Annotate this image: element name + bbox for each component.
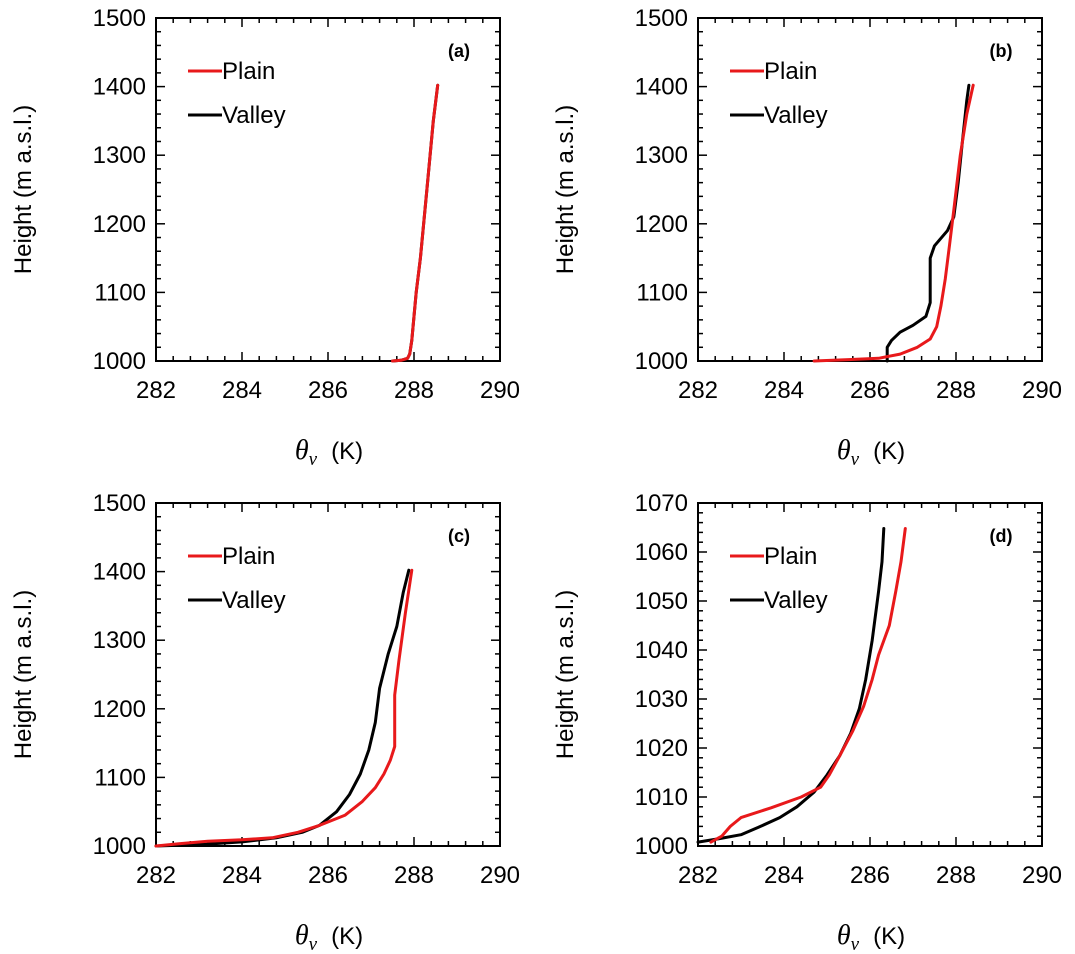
x-tick-label: 284 (222, 377, 262, 404)
y-tick-label: 1100 (636, 279, 688, 306)
x-axis-unit: (K) (331, 923, 363, 950)
x-axis-subscript: v (851, 449, 860, 470)
y-tick-label: 1500 (635, 5, 688, 32)
y-tick-label: 1300 (93, 627, 146, 654)
series-line-plain (391, 83, 440, 363)
y-tick-label: 1060 (635, 539, 688, 566)
y-tick-label: 1400 (93, 74, 146, 101)
x-tick-label: 290 (480, 862, 520, 889)
x-axis-title: θv (K) (837, 435, 905, 470)
legend-label-plain: Plain (222, 543, 275, 570)
series-line-plain (709, 527, 907, 844)
x-axis-title: θv (K) (295, 435, 363, 470)
x-axis-symbol: θ (837, 435, 851, 466)
y-tick-label: 1030 (635, 686, 688, 713)
plot-frame (155, 502, 501, 847)
x-tick-label: 284 (764, 862, 804, 889)
y-tick-label: 1000 (635, 833, 688, 860)
x-axis-symbol: θ (837, 920, 851, 951)
x-tick-label: 284 (222, 862, 262, 889)
y-tick-label: 1200 (93, 211, 146, 238)
y-axis-title: Height (m a.s.l.) (552, 590, 579, 759)
series-line-plain (812, 83, 975, 363)
panel-label: (d) (990, 526, 1013, 546)
plot-frame (697, 502, 1043, 847)
x-tick-label: 282 (136, 862, 176, 889)
x-tick-label: 286 (850, 862, 890, 889)
series-line-valley (885, 83, 971, 363)
x-tick-label: 288 (936, 377, 976, 404)
legend-label-valley: Valley (222, 587, 286, 614)
legend-label-plain: Plain (764, 58, 817, 85)
legend-label-valley: Valley (764, 102, 828, 129)
x-tick-label: 282 (678, 862, 718, 889)
x-tick-label: 288 (936, 862, 976, 889)
y-tick-label: 1500 (93, 5, 146, 32)
x-tick-label: 290 (1022, 377, 1062, 404)
x-tick-label: 290 (1022, 862, 1062, 889)
legend-label-valley: Valley (222, 102, 286, 129)
legend-label-plain: Plain (764, 543, 817, 570)
y-axis-title: Height (m a.s.l.) (10, 105, 37, 274)
legend-label-plain: Plain (222, 58, 275, 85)
y-tick-label: 1050 (635, 588, 688, 615)
x-axis-symbol: θ (295, 435, 309, 466)
y-tick-label: 1070 (635, 490, 688, 517)
y-axis-title: Height (m a.s.l.) (10, 590, 37, 759)
y-tick-label: 1100 (94, 764, 146, 791)
y-tick-label: 1200 (93, 696, 146, 723)
y-tick-label: 1010 (635, 784, 688, 811)
x-axis-title: θv (K) (837, 920, 905, 954)
y-tick-label: 1400 (93, 559, 146, 586)
y-tick-label: 1500 (93, 490, 146, 517)
panel-label: (c) (448, 526, 470, 546)
y-tick-label: 1300 (93, 142, 146, 169)
chart-panel-4: 282 284 286 288 290 1000 1010 1020 1030 1040 1050 1… (552, 490, 1062, 954)
y-axis-title: Height (m a.s.l.) (552, 105, 579, 274)
y-tick-label: 1000 (635, 348, 688, 375)
panel-label: (a) (448, 41, 470, 61)
legend-label-valley: Valley (764, 587, 828, 614)
y-tick-label: 1100 (94, 279, 146, 306)
x-axis-unit: (K) (873, 438, 905, 465)
y-tick-label: 1020 (635, 735, 688, 762)
x-axis-subscript: v (851, 934, 860, 954)
series-line-plain (154, 568, 414, 848)
x-tick-label: 286 (308, 862, 348, 889)
y-tick-label: 1300 (635, 142, 688, 169)
y-tick-label: 1040 (635, 637, 688, 664)
x-axis-subscript: v (309, 449, 318, 470)
chart-panel-1: 282 284 286 288 290 1000 1100 1200 1300 1400 1500 H… (10, 5, 520, 470)
x-axis-unit: (K) (873, 923, 905, 950)
x-tick-label: 286 (850, 377, 890, 404)
x-axis-subscript: v (309, 934, 318, 954)
y-tick-label: 1000 (93, 833, 146, 860)
x-tick-label: 288 (394, 862, 434, 889)
x-tick-label: 290 (480, 377, 520, 404)
x-tick-label: 282 (136, 377, 176, 404)
chart-panel-2: 282 284 286 288 290 1000 1100 1200 1300 1400 1500 H… (552, 5, 1062, 470)
plot-frame (155, 17, 501, 362)
plot-frame (697, 17, 1043, 362)
chart-panel-3: 282 284 286 288 290 1000 1100 1200 1300 1400 1500 H… (10, 490, 520, 954)
panel-label: (b) (990, 41, 1013, 61)
x-tick-label: 286 (308, 377, 348, 404)
y-tick-label: 1400 (635, 74, 688, 101)
x-axis-symbol: θ (295, 920, 309, 951)
x-tick-label: 288 (394, 377, 434, 404)
y-tick-label: 1000 (93, 348, 146, 375)
y-tick-label: 1200 (635, 211, 688, 238)
x-tick-label: 282 (678, 377, 718, 404)
series-line-valley (696, 527, 886, 844)
x-axis-unit: (K) (331, 438, 363, 465)
x-axis-title: θv (K) (295, 920, 363, 954)
x-tick-label: 284 (764, 377, 804, 404)
